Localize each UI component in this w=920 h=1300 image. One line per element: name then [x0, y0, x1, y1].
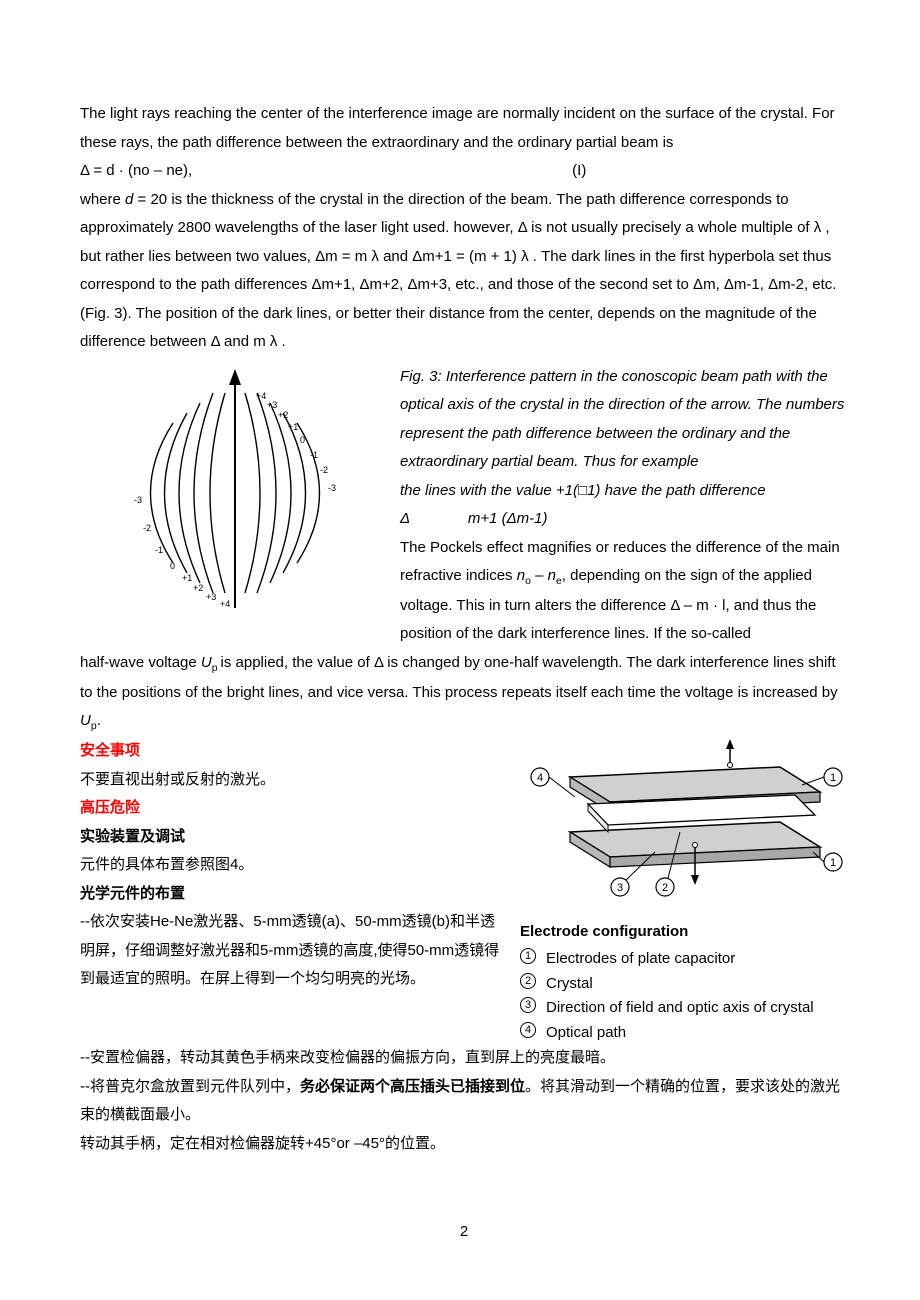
- legend-item-1: 1 Electrodes of plate capacitor: [520, 948, 860, 971]
- svg-text:-3: -3: [134, 495, 142, 505]
- fig3-dash: –: [531, 567, 548, 584]
- p3end: .: [97, 712, 101, 729]
- svg-text:+2: +2: [278, 410, 288, 420]
- svg-text:1: 1: [830, 772, 836, 784]
- legend-item-2: 2 Crystal: [520, 973, 860, 996]
- fig3-no-n: n: [517, 567, 525, 584]
- optics-text-1: --依次安装He-Ne激光器、5-mm透镜(a)、50-mm透镜(b)和半透明屏…: [80, 908, 500, 994]
- svg-text:+3: +3: [267, 400, 277, 410]
- svg-text:-3: -3: [328, 483, 336, 493]
- svg-text:0: 0: [300, 435, 305, 445]
- svg-text:3: 3: [617, 882, 623, 894]
- para2-a: where: [80, 191, 125, 208]
- optics-title: 光学元件的布置: [80, 880, 500, 909]
- figure-3-diagram: +4 +3 +2 +1 0 -1 -2 -3 -3 -2 -1 0 +1 +2 …: [80, 363, 380, 649]
- legend-num-4: 4: [520, 1022, 536, 1038]
- setup-text: 元件的具体布置参照图4。: [80, 851, 500, 880]
- safety-title: 安全事项: [80, 737, 500, 766]
- svg-text:-2: -2: [143, 523, 151, 533]
- eq-right: (I): [572, 157, 586, 186]
- right-column: 4 1 1 3 2 Electrode configuration 1 Elec…: [520, 737, 860, 1044]
- legend-num-2: 2: [520, 973, 536, 989]
- fig3-caption-2: the lines with the value +1(□1) have the…: [400, 477, 848, 506]
- optics-text-4: 转动其手柄，定在相对检偏器旋转+45°or –45°的位置。: [80, 1130, 848, 1159]
- page-number: 2: [80, 1218, 848, 1247]
- optics-text-3: --将普克尔盒放置到元件队列中，务必保证两个高压插头已插接到位。将其滑动到一个精…: [80, 1073, 848, 1130]
- legend-text-3: Direction of field and optic axis of cry…: [546, 997, 814, 1020]
- legend-text-4: Optical path: [546, 1022, 626, 1045]
- legend-num-3: 3: [520, 997, 536, 1013]
- legend-num-1: 1: [520, 948, 536, 964]
- legend-text-1: Electrodes of plate capacitor: [546, 948, 735, 971]
- page-content: The light rays reaching the center of th…: [80, 100, 848, 1247]
- electrode-config-title: Electrode configuration: [520, 918, 860, 947]
- fig3-delta: Δ: [400, 510, 410, 527]
- svg-text:2: 2: [662, 882, 668, 894]
- hyperbola-svg: +4 +3 +2 +1 0 -1 -2 -3 -3 -2 -1 0 +1 +2 …: [80, 363, 380, 623]
- para2-c: = 20 is the thickness of the crystal in …: [80, 191, 836, 351]
- fig3-formula: Δ m+1 (Δm-1): [400, 505, 848, 534]
- para-1: The light rays reaching the center of th…: [80, 100, 848, 157]
- fig3-caption-1: Fig. 3: Interference pattern in the cono…: [400, 363, 848, 477]
- safety-text: 不要直视出射或反射的激光。: [80, 766, 500, 795]
- ot3a: --将普克尔盒放置到元件队列中，: [80, 1078, 300, 1095]
- optics-text-2: --安置检偏器，转动其黄色手柄来改变检偏器的偏振方向，直到屏上的亮度最暗。: [80, 1044, 848, 1073]
- setup-title: 实验装置及调试: [80, 823, 500, 852]
- p3p: p: [212, 662, 221, 674]
- equation-1: Δ = d · (no – ne), (I): [80, 157, 848, 186]
- svg-text:+3: +3: [206, 592, 216, 602]
- legend-text-2: Crystal: [546, 973, 593, 996]
- svg-text:-2: -2: [320, 465, 328, 475]
- two-column-section: 安全事项 不要直视出射或反射的激光。 高压危险 实验装置及调试 元件的具体布置参…: [80, 737, 848, 1044]
- svg-text:-1: -1: [310, 450, 318, 460]
- svg-text:4: 4: [537, 772, 543, 784]
- svg-text:+4: +4: [220, 599, 230, 609]
- svg-text:-1: -1: [155, 545, 163, 555]
- para-3: half-wave voltage Up is applied, the val…: [80, 649, 848, 737]
- fig3-mplus1: m+1 (Δm-1): [468, 510, 548, 527]
- fig3-ne-n: n: [548, 567, 556, 584]
- left-column: 安全事项 不要直视出射或反射的激光。 高压危险 实验装置及调试 元件的具体布置参…: [80, 737, 500, 1044]
- svg-text:1: 1: [830, 857, 836, 869]
- hv-title: 高压危险: [80, 794, 500, 823]
- svg-text:+1: +1: [288, 422, 298, 432]
- svg-text:+1: +1: [182, 573, 192, 583]
- eq-left: Δ = d · (no – ne),: [80, 157, 192, 186]
- svg-text:+4: +4: [256, 391, 266, 401]
- ot3bold: 务必保证两个高压插头已插接到位: [300, 1078, 525, 1095]
- p3u2: U: [80, 712, 91, 729]
- figure-3-block: +4 +3 +2 +1 0 -1 -2 -3 -3 -2 -1 0 +1 +2 …: [80, 363, 848, 649]
- fig3-text-1: The Pockels effect magnifies or reduces …: [400, 534, 848, 649]
- figure-3-caption-block: Fig. 3: Interference pattern in the cono…: [400, 363, 848, 649]
- p3u: U: [201, 654, 212, 671]
- para-2: where d = 20 is the thickness of the cry…: [80, 186, 848, 357]
- legend-item-3: 3 Direction of field and optic axis of c…: [520, 997, 860, 1020]
- p3a: half-wave voltage: [80, 654, 201, 671]
- electrode-diagram: 4 1 1 3 2: [520, 737, 860, 907]
- svg-text:+2: +2: [193, 583, 203, 593]
- legend-item-4: 4 Optical path: [520, 1022, 860, 1045]
- svg-text:0: 0: [170, 561, 175, 571]
